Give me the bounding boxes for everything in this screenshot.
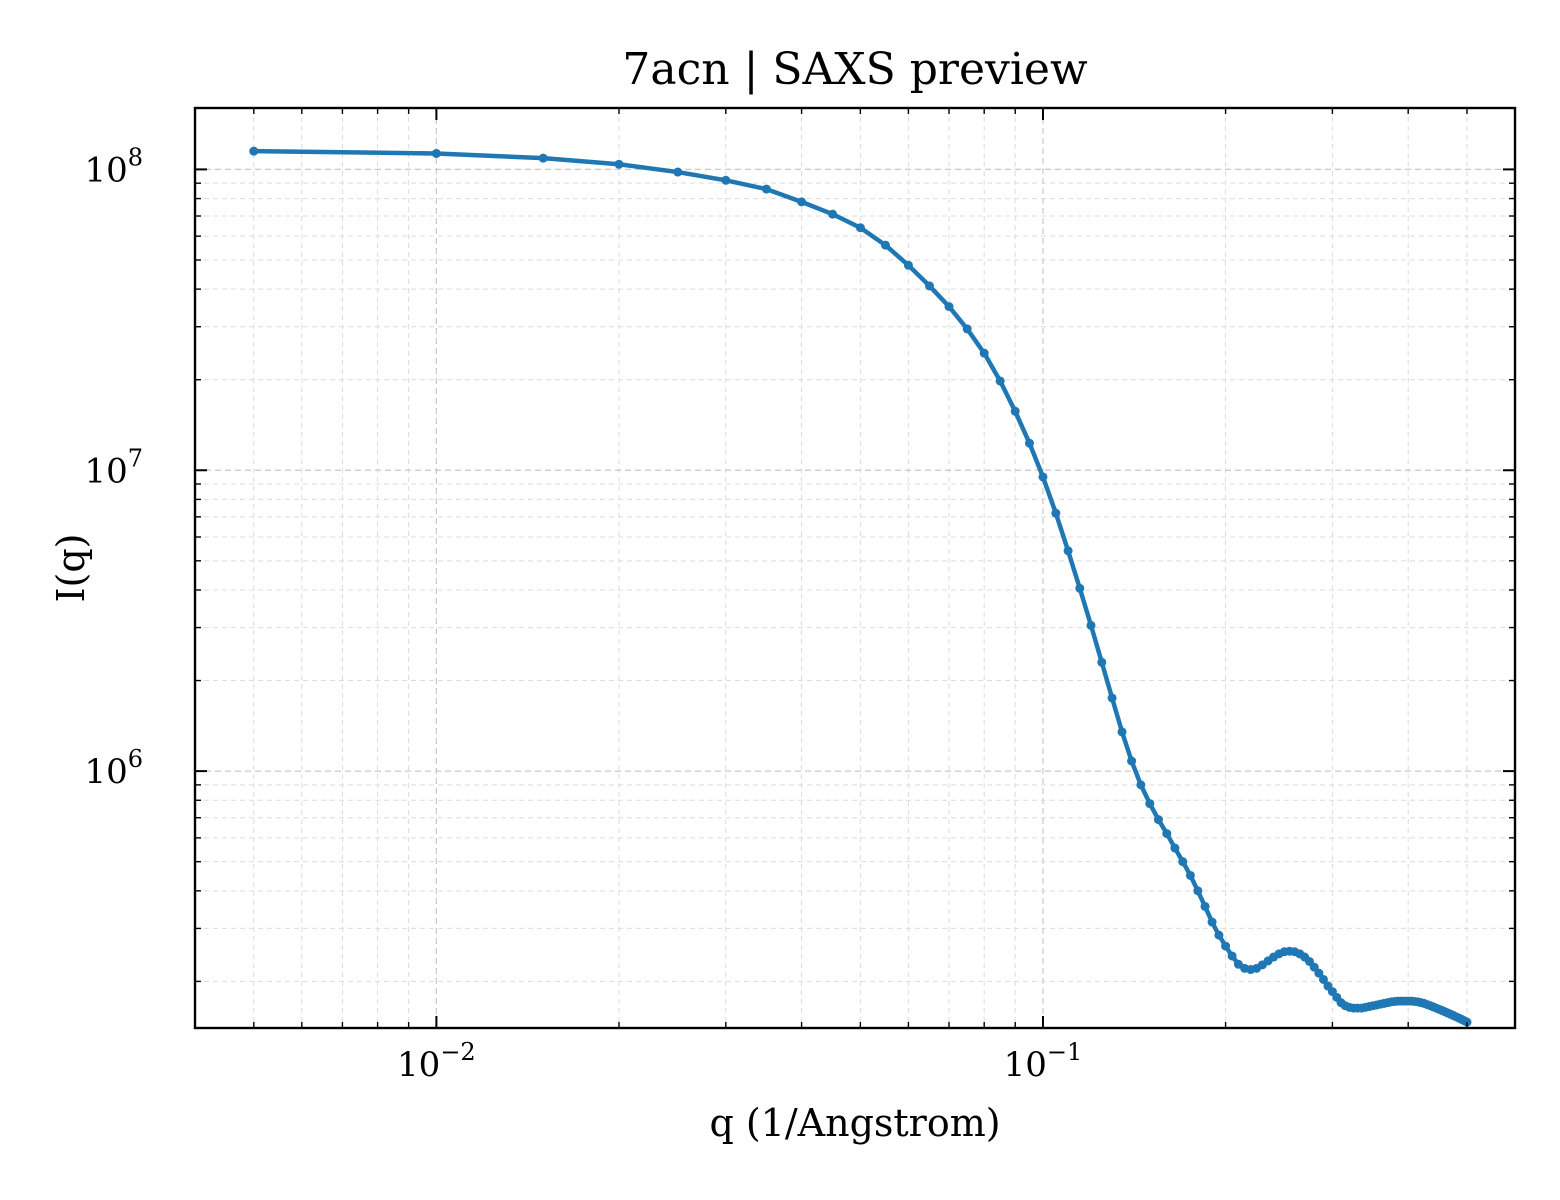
y-axis-label: I(q) xyxy=(49,534,93,603)
data-point xyxy=(1136,780,1146,790)
data-point xyxy=(1117,727,1127,737)
data-point xyxy=(962,324,972,334)
data-point xyxy=(1097,657,1107,667)
series-layer xyxy=(249,146,1472,1027)
y-tick-exponent: 6 xyxy=(128,745,143,773)
data-point xyxy=(1200,901,1210,911)
data-point xyxy=(1010,406,1020,416)
data-point xyxy=(761,184,771,194)
data-point xyxy=(903,260,913,270)
data-point xyxy=(1075,583,1085,593)
y-tick-label: 106 xyxy=(84,745,143,792)
data-point xyxy=(828,209,838,219)
data-point xyxy=(1207,917,1217,927)
x-tick-base: 10 xyxy=(397,1045,440,1085)
data-point xyxy=(1038,472,1048,482)
y-tick-label: 107 xyxy=(84,444,143,491)
data-point xyxy=(855,223,865,233)
data-point xyxy=(431,148,441,158)
data-point xyxy=(1227,951,1237,961)
data-point xyxy=(880,240,890,250)
data-point xyxy=(1314,968,1324,978)
y-tick-exponent: 7 xyxy=(128,444,143,472)
data-point xyxy=(1170,843,1180,853)
data-point xyxy=(721,175,731,185)
data-point xyxy=(1127,756,1137,766)
data-point xyxy=(1063,546,1073,556)
data-point xyxy=(1107,693,1117,703)
data-point xyxy=(1162,829,1172,839)
y-tick-base: 10 xyxy=(84,451,127,491)
x-tick-label: 10−2 xyxy=(397,1038,476,1085)
data-point xyxy=(1051,508,1061,518)
data-point xyxy=(614,159,624,169)
data-point xyxy=(1318,974,1328,984)
x-tick-exponent: −1 xyxy=(1047,1038,1082,1066)
data-point xyxy=(1153,815,1163,825)
data-point xyxy=(1145,799,1155,809)
chart-title: 7acn | SAXS preview xyxy=(622,44,1088,95)
data-point xyxy=(249,146,259,156)
plot-frame xyxy=(193,106,1517,1030)
data-point xyxy=(1178,857,1188,867)
x-axis-label: q (1/Angstrom) xyxy=(709,1101,1000,1145)
data-point xyxy=(1221,941,1231,951)
data-point xyxy=(1024,438,1034,448)
grid-lines xyxy=(194,108,1515,1028)
x-tick-base: 10 xyxy=(1004,1045,1047,1085)
x-tick-exponent: −2 xyxy=(440,1038,475,1066)
data-point xyxy=(673,167,683,177)
data-point xyxy=(979,348,989,358)
data-point xyxy=(995,376,1005,386)
y-tick-label: 108 xyxy=(84,143,143,190)
data-point xyxy=(1214,930,1224,940)
data-point xyxy=(1086,620,1096,630)
data-point xyxy=(944,302,954,312)
y-tick-exponent: 8 xyxy=(128,143,143,171)
data-point xyxy=(797,197,807,207)
data-point xyxy=(538,153,548,163)
data-point xyxy=(1193,886,1203,896)
data-point xyxy=(924,281,934,291)
y-tick-base: 10 xyxy=(84,150,127,190)
y-tick-base: 10 xyxy=(84,752,127,792)
data-point xyxy=(1185,870,1195,880)
x-tick-label: 10−1 xyxy=(1004,1038,1083,1085)
